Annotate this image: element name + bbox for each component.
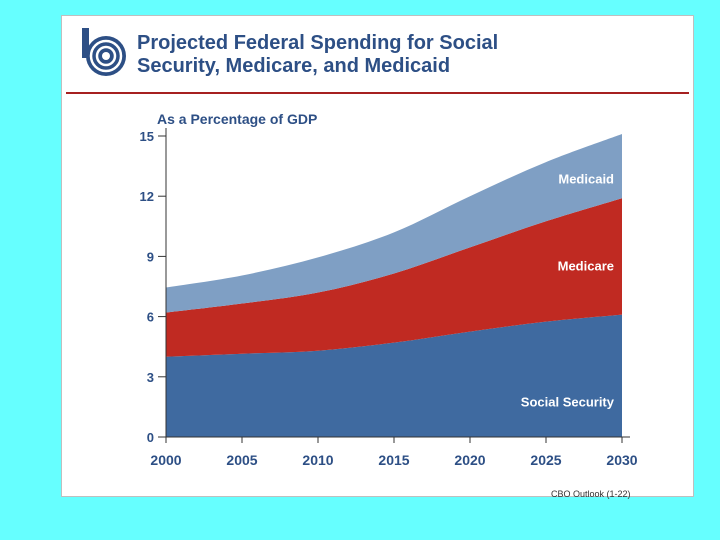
x-tick-label: 2020 <box>454 452 485 468</box>
cbo-logo-icon <box>82 28 126 76</box>
series-label-social-security: Social Security <box>521 395 615 410</box>
page-title: Projected Federal Spending for Social Se… <box>137 32 677 78</box>
x-tick-label: 2025 <box>530 452 561 468</box>
y-tick-label: 15 <box>140 129 154 144</box>
y-tick-label: 6 <box>147 310 154 325</box>
axes-layer: 0 3 6 9 12 15 2000 2005 2010 2015 2020 2025 2030 As a… <box>140 111 638 468</box>
y-tick-label: 3 <box>147 370 154 385</box>
area-social-security <box>166 314 622 437</box>
title-line-2: Security, Medicare, and Medicaid <box>137 55 451 77</box>
label-layer: Social Security Medicare Medicaid <box>521 171 615 409</box>
y-tick-label: 0 <box>147 430 154 445</box>
title-line-1: Projected Federal Spending for Social <box>137 32 499 54</box>
series-label-medicaid: Medicaid <box>558 171 614 186</box>
series-label-medicare: Medicare <box>558 258 614 273</box>
x-tick-label: 2005 <box>226 452 257 468</box>
x-tick-label: 2010 <box>302 452 333 468</box>
area-layer <box>166 133 622 437</box>
x-tick-label: 2015 <box>378 452 409 468</box>
source-note: CBO Outlook (1-22) <box>551 489 631 499</box>
area-medicare <box>166 198 622 357</box>
x-tick-label: 2030 <box>606 452 637 468</box>
x-tick-label: 2000 <box>150 452 181 468</box>
area-medicaid <box>166 133 622 313</box>
header-divider <box>66 92 689 94</box>
y-tick-label: 12 <box>140 189 154 204</box>
slide-header: Projected Federal Spending for Social Se… <box>62 16 693 92</box>
y-axis-title: As a Percentage of GDP <box>157 111 317 127</box>
y-tick-label: 9 <box>147 249 154 264</box>
